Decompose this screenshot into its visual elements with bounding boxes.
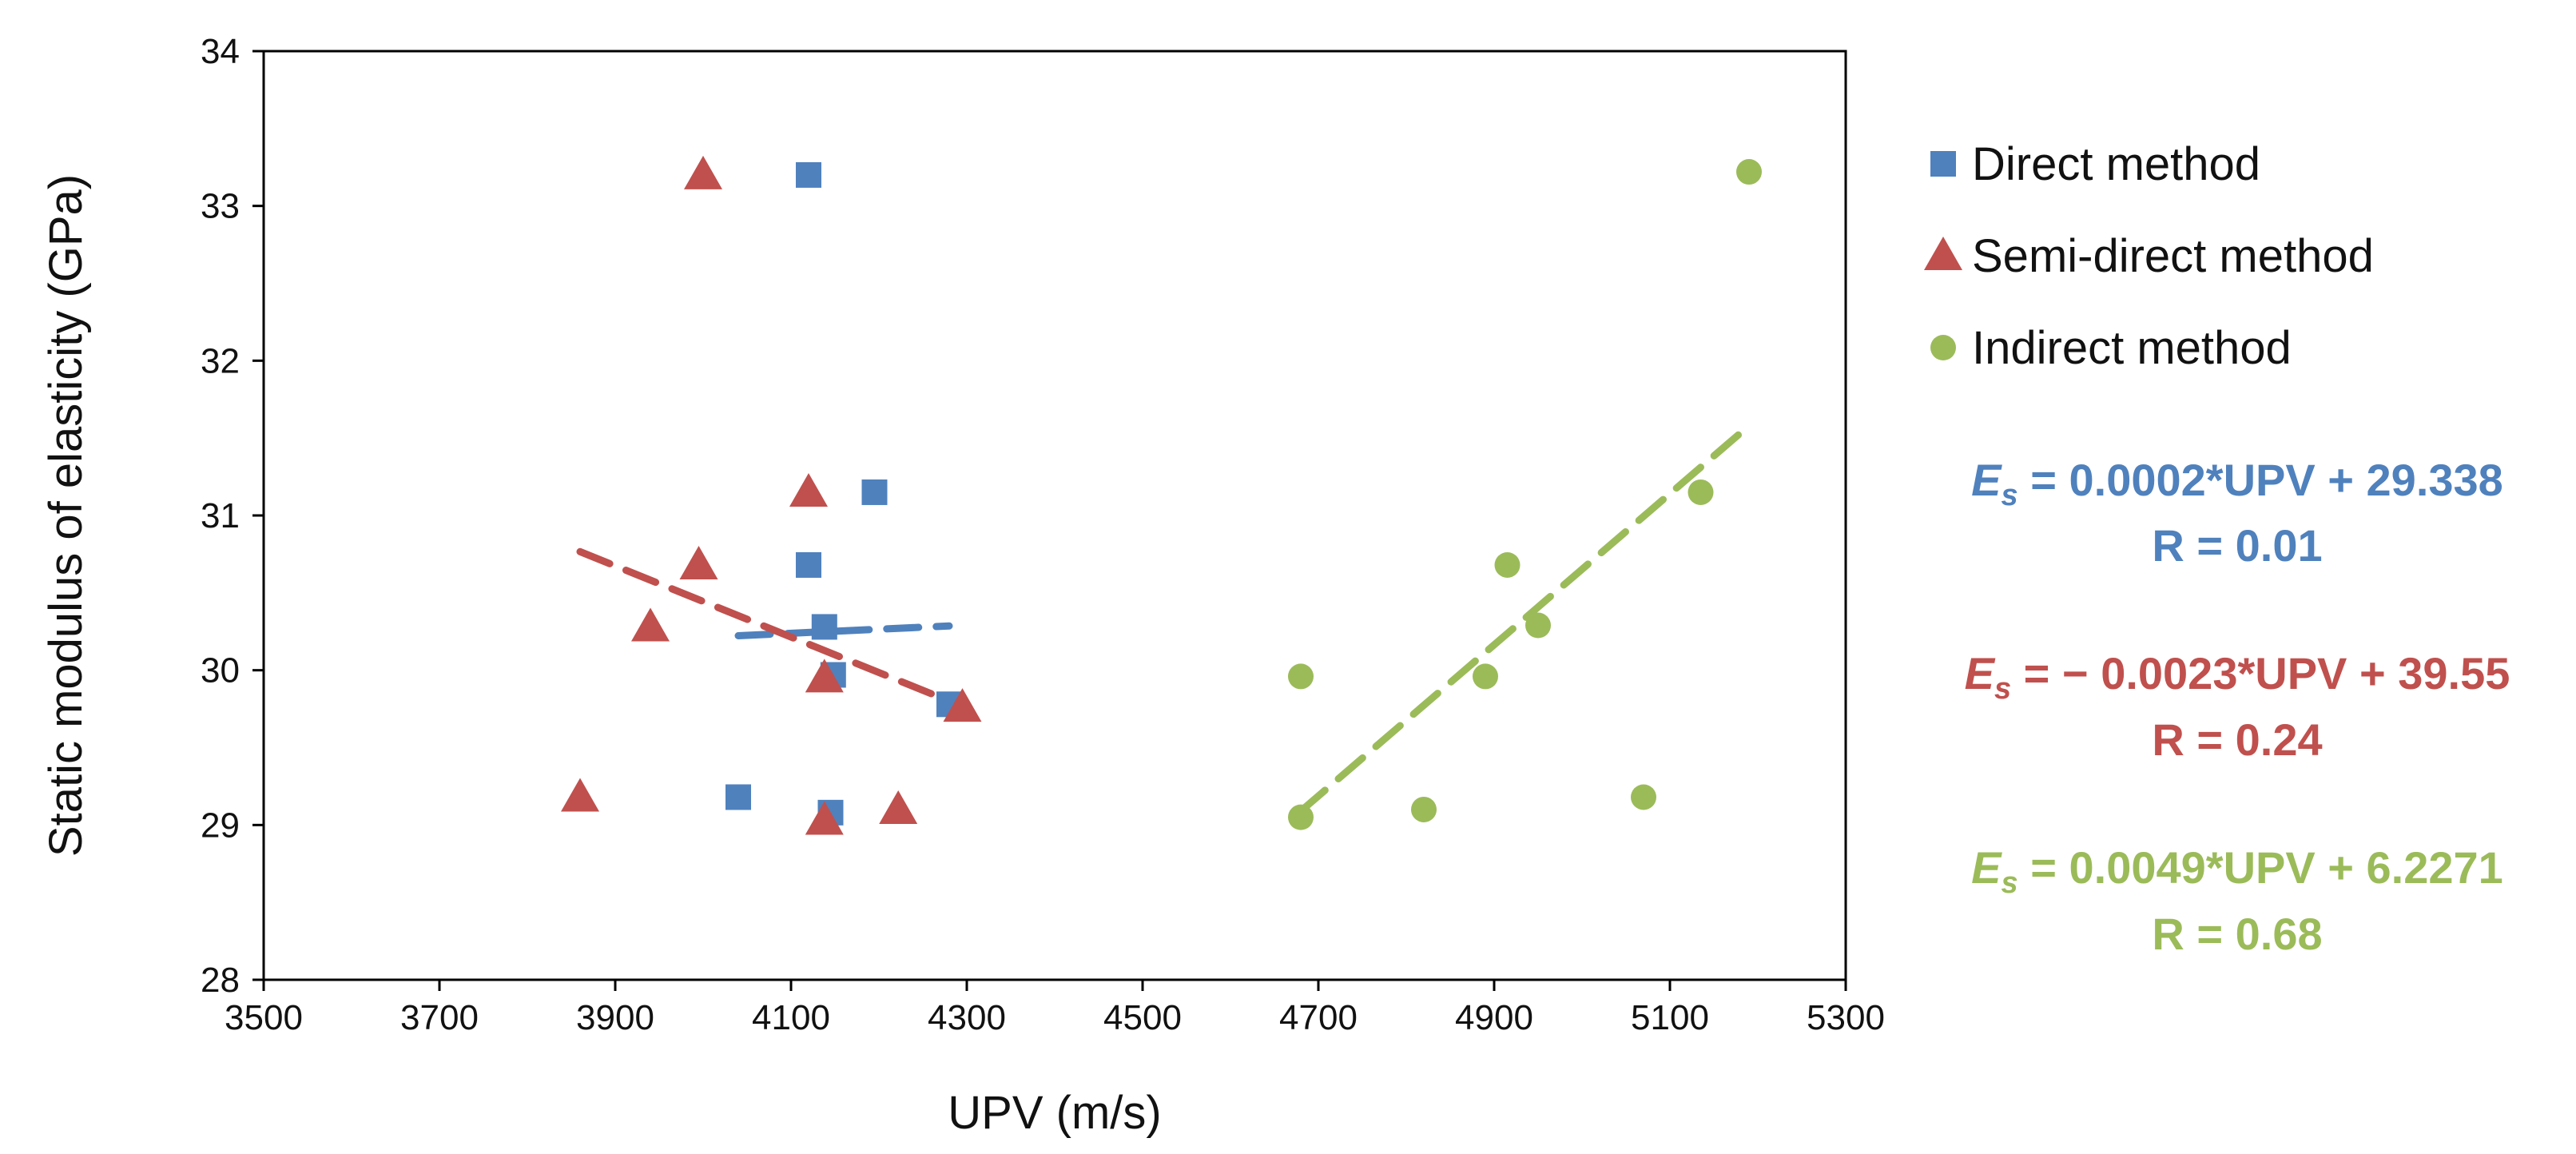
axis-ticks: 3500 3700 3900 4100 4300 4500 4700 4900 5100 5300… (201, 32, 1885, 1037)
circle-point (1411, 796, 1437, 822)
y-tick-label: 31 (201, 496, 240, 535)
x-tick-label: 4700 (1279, 998, 1358, 1037)
circle-point (1525, 612, 1551, 639)
x-tick-label: 4300 (928, 998, 1006, 1037)
square-point (796, 551, 821, 578)
square-point (811, 614, 837, 640)
circle-point (1288, 663, 1314, 690)
triangle-trendline (576, 547, 966, 710)
triangle-point (789, 472, 828, 507)
circle-trendline (1297, 422, 1753, 815)
data-points (561, 155, 1762, 835)
x-tick-label: 3900 (576, 998, 654, 1037)
triangle-point (561, 778, 599, 812)
y-tick-label: 28 (201, 961, 240, 1000)
regression-equation: Es = 0.0049*UPV + 6.2271 (1971, 842, 2503, 900)
equation-variable: E (1965, 648, 1996, 698)
triangle-point (943, 688, 982, 722)
y-tick-label: 33 (201, 187, 240, 226)
legend-square-icon (1930, 151, 1956, 177)
triangle-point (805, 659, 844, 693)
regression-equation: Es = − 0.0023*UPV + 39.55 (1965, 648, 2510, 706)
correlation-coefficient: R = 0.68 (2152, 909, 2322, 959)
square-point (796, 161, 821, 188)
x-tick-label: 3500 (225, 998, 303, 1037)
regression-equations: Es = 0.0002*UPV + 29.338 R = 0.01 Es = − 0… (1965, 455, 2510, 959)
square-point (725, 784, 751, 810)
legend-label: Semi-direct method (1972, 230, 2374, 282)
circle-point (1688, 479, 1714, 505)
equation-subscript: s (1994, 672, 2011, 706)
trendlines (576, 422, 1753, 815)
equation-subscript: s (2002, 866, 2018, 900)
x-tick-label: 4500 (1103, 998, 1182, 1037)
triangle-point (879, 790, 918, 824)
circle-point (1631, 784, 1656, 810)
circle-point (1473, 663, 1498, 690)
triangle-point (679, 545, 718, 579)
y-tick-label: 30 (201, 651, 240, 690)
square-trendline (734, 622, 953, 639)
square-point (861, 479, 888, 505)
y-axis-title: Static modulus of elasticity (GPa) (40, 174, 92, 857)
correlation-coefficient: R = 0.24 (2152, 714, 2322, 765)
equation-body: = 0.0049*UPV + 6.2271 (2018, 842, 2503, 893)
y-tick-label: 29 (201, 806, 240, 845)
y-tick-label: 32 (201, 341, 240, 380)
y-tick-label: 34 (201, 32, 240, 71)
legend-triangle-icon (1924, 237, 1962, 270)
circle-point (1288, 804, 1314, 830)
legend: Direct method Semi-direct method Indirect … (1924, 138, 2374, 374)
equation-variable: E (1971, 455, 2002, 505)
legend-circle-icon (1930, 335, 1956, 360)
circle-point (1494, 551, 1521, 578)
correlation-coefficient: R = 0.01 (2152, 520, 2322, 571)
legend-label: Direct method (1972, 138, 2260, 190)
equation-subscript: s (2002, 479, 2018, 512)
triangle-point (805, 801, 844, 835)
x-axis-title: UPV (m/s) (948, 1087, 1161, 1139)
equation-body: = 0.0002*UPV + 29.338 (2018, 455, 2503, 505)
equation-variable: E (1971, 842, 2002, 893)
x-tick-label: 4100 (752, 998, 830, 1037)
circle-point (1736, 159, 1762, 185)
equation-body: = − 0.0023*UPV + 39.55 (2011, 648, 2510, 698)
legend-label: Indirect method (1972, 322, 2292, 374)
triangle-point (684, 155, 722, 189)
regression-equation: Es = 0.0002*UPV + 29.338 (1971, 455, 2503, 512)
triangle-point (631, 607, 670, 642)
x-tick-label: 3700 (400, 998, 479, 1037)
x-tick-label: 4900 (1455, 998, 1533, 1037)
x-tick-label: 5300 (1807, 998, 1885, 1037)
plot-area (262, 50, 1847, 981)
x-tick-label: 5100 (1631, 998, 1709, 1037)
